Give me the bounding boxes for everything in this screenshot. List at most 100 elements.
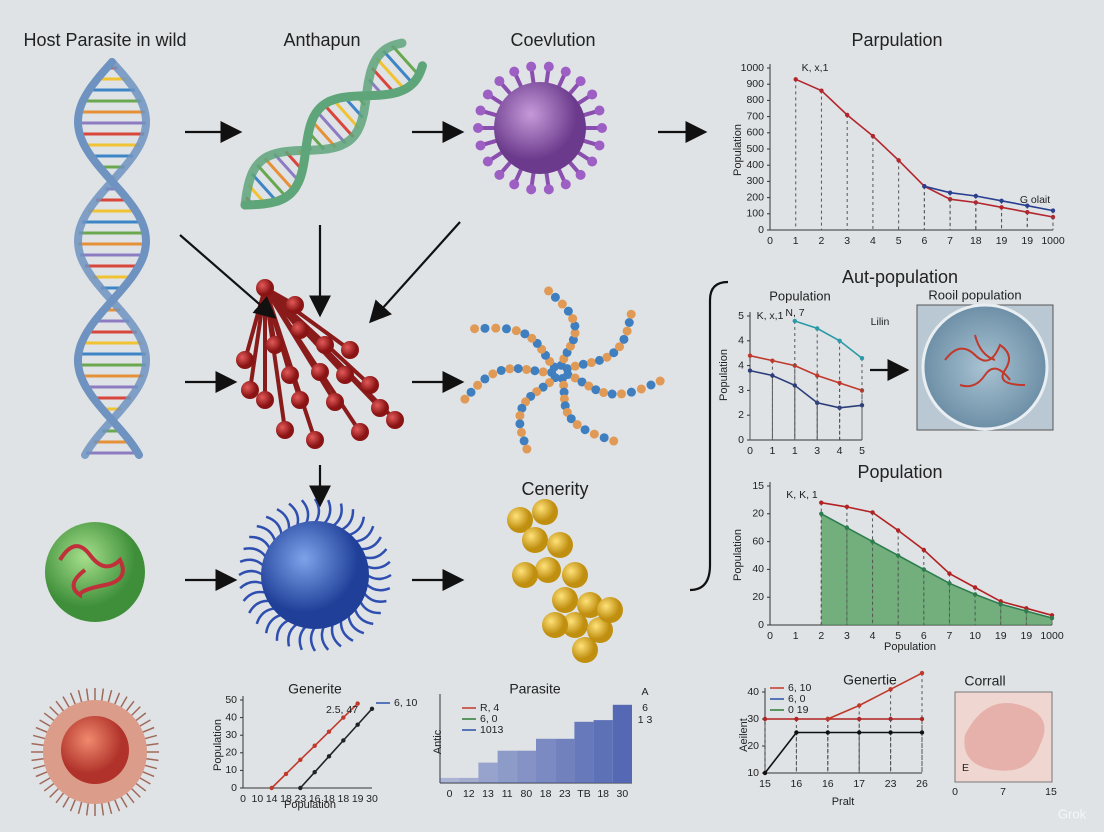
fiber xyxy=(55,791,66,804)
tick-label: 15 xyxy=(1045,786,1057,798)
bead xyxy=(544,286,554,296)
bead xyxy=(513,364,523,374)
dna-rung xyxy=(310,119,337,149)
y-tick-label: 20 xyxy=(747,740,759,752)
x-tick-label: 0 xyxy=(767,235,773,247)
yellow-sphere xyxy=(562,562,588,588)
annotation: K, x,1 xyxy=(757,310,784,322)
line xyxy=(794,320,863,359)
spike-tip xyxy=(526,184,537,195)
atom xyxy=(306,431,324,449)
x-axis-label: Pralt xyxy=(832,796,855,808)
dna xyxy=(73,58,151,459)
y-axis-label: Population xyxy=(718,349,730,401)
bead xyxy=(636,384,646,394)
point xyxy=(369,706,375,711)
point xyxy=(825,730,830,735)
bead xyxy=(460,394,470,404)
y-axis-label: Population xyxy=(212,719,224,771)
spike-tip xyxy=(594,140,605,151)
x-axis-label: Population xyxy=(884,641,936,653)
bead xyxy=(532,387,542,397)
fiber xyxy=(39,776,53,785)
y-tick-label: 700 xyxy=(746,110,764,122)
yellow-sphere xyxy=(547,532,573,558)
x-tick-label: 16 xyxy=(309,793,321,805)
y-tick-label: 20 xyxy=(225,747,237,759)
x-tick-label: 4 xyxy=(870,235,876,247)
x-tick-label: 2 xyxy=(818,630,824,642)
dish xyxy=(921,303,1049,431)
bead xyxy=(470,324,480,334)
point xyxy=(793,77,798,82)
x-tick-label: 14 xyxy=(266,793,278,805)
bar xyxy=(612,704,632,783)
x-tick-label: 23 xyxy=(885,778,897,790)
x-tick-label: 1 xyxy=(793,630,799,642)
spike-tip xyxy=(587,89,598,100)
atom xyxy=(386,411,404,429)
x-tick-label: 16 xyxy=(791,778,803,790)
y-tick-label: 40 xyxy=(747,686,759,698)
fiber xyxy=(31,742,46,747)
x-tick-label: 19 xyxy=(996,235,1008,247)
bead xyxy=(614,342,624,352)
bead xyxy=(515,411,525,421)
point xyxy=(999,198,1004,204)
annotation: E xyxy=(962,762,969,774)
point xyxy=(355,722,360,727)
tick-label: 0 xyxy=(952,786,958,798)
chart-title: Genertie xyxy=(843,672,897,688)
point xyxy=(762,770,768,776)
chart: Parasite Antic 0 12 13 11 80 18 23 TB 18 30 A 61 3 R, … xyxy=(432,681,653,800)
bead xyxy=(544,378,554,388)
bead xyxy=(557,299,567,309)
fiber xyxy=(107,800,113,815)
bead xyxy=(591,385,601,395)
y-tick-label: 200 xyxy=(746,191,764,203)
point xyxy=(815,326,820,331)
y-tick-label: 10 xyxy=(225,764,237,776)
spike-tip xyxy=(473,123,483,134)
y-tick-label: 50 xyxy=(225,694,237,706)
bead xyxy=(559,380,569,390)
y-tick-label: 60 xyxy=(752,535,764,547)
x-tick-label: 17 xyxy=(853,778,865,790)
y-axis-label: Antic xyxy=(432,729,444,754)
yellow-sphere xyxy=(535,557,561,583)
fiber xyxy=(69,797,77,812)
fiber xyxy=(129,786,141,798)
point xyxy=(844,525,850,530)
point xyxy=(844,504,850,510)
y-axis-label: Population xyxy=(732,529,744,581)
dna-green xyxy=(240,38,427,210)
x-tick-label: 19 xyxy=(1021,630,1033,642)
atom xyxy=(291,321,309,339)
dna-rung xyxy=(391,44,420,77)
x-tick-label: 7 xyxy=(947,235,953,247)
point xyxy=(747,353,753,358)
point xyxy=(859,403,865,408)
x-tick-label: 15 xyxy=(759,778,771,790)
x-tick-label: 23 xyxy=(294,793,306,805)
fiber xyxy=(134,712,147,723)
cilium xyxy=(242,590,267,602)
point xyxy=(355,701,360,706)
y-tick-label: 500 xyxy=(746,143,764,155)
fiber xyxy=(62,696,71,710)
annotation: G olait xyxy=(1020,194,1050,206)
cilium xyxy=(313,498,321,524)
x-tick-label: 16 xyxy=(822,778,834,790)
fiber xyxy=(85,801,90,816)
bead xyxy=(517,403,527,413)
atom xyxy=(266,336,284,354)
fiber xyxy=(77,800,83,815)
x-tick-label: 3 xyxy=(844,630,850,642)
bar xyxy=(593,720,613,783)
atom xyxy=(316,336,334,354)
fiber xyxy=(43,712,56,723)
chart-title: Population xyxy=(769,288,830,303)
bead xyxy=(617,389,627,399)
bead xyxy=(501,324,511,334)
illustrations xyxy=(30,38,1054,817)
